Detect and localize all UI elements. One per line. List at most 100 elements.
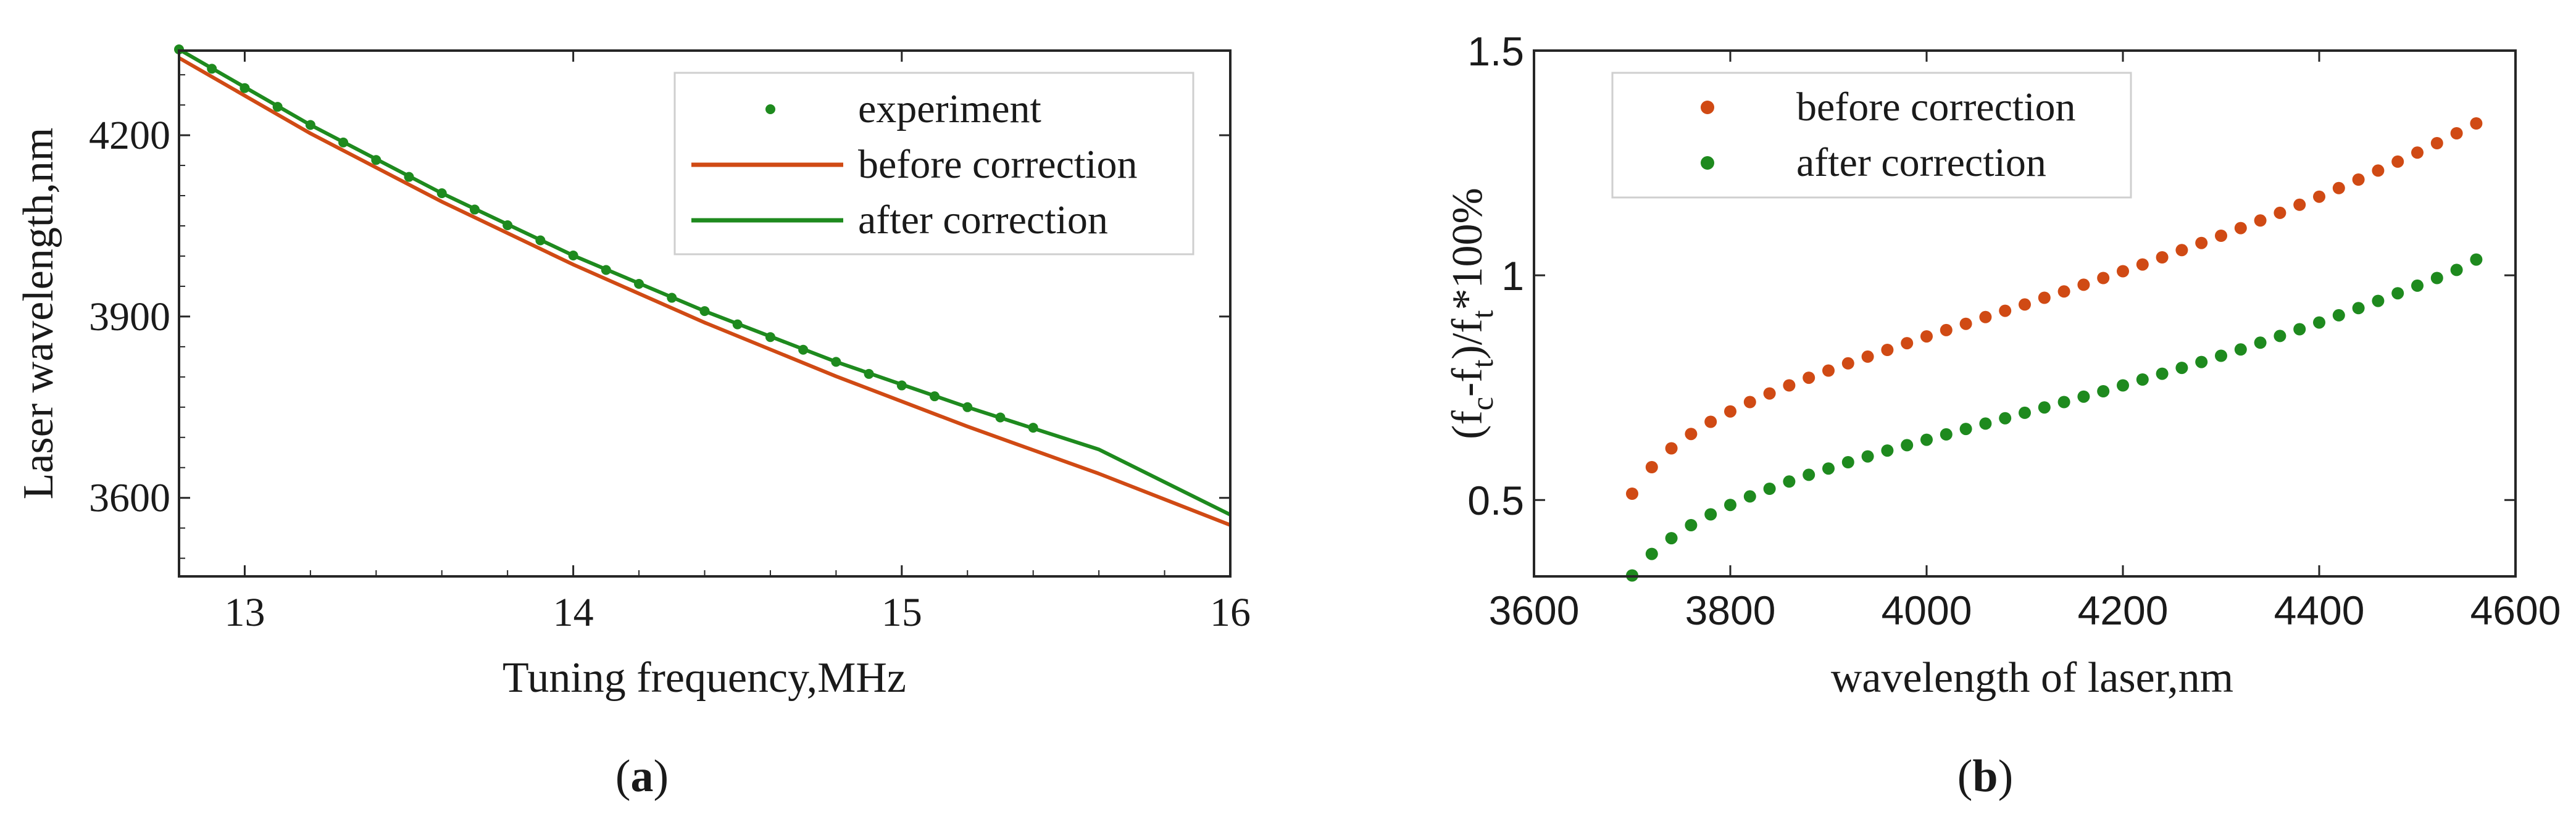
chart-b-point-after-correction <box>1861 450 1874 463</box>
chart-a-xtick-label: 15 <box>882 590 922 635</box>
chart-b-legend: before correction after correction <box>1611 72 2132 199</box>
chart-b-point-before-correction <box>1783 379 1796 392</box>
chart-a-ytick-label: 4200 <box>89 113 170 158</box>
chart-a-experiment-point <box>864 368 874 379</box>
chart-a-experiment-point <box>765 332 775 342</box>
chart-b-point-after-correction <box>2352 302 2365 315</box>
chart-b-point-before-correction <box>2136 258 2149 271</box>
panel-label-a: (a) <box>615 751 669 802</box>
chart-b-point-before-correction <box>2019 298 2031 311</box>
chart-b-point-before-correction <box>1979 310 1992 323</box>
chart-b-point-after-correction <box>1940 428 1953 441</box>
chart-b-point-after-correction <box>1763 483 1776 495</box>
chart-b-point-after-correction <box>1803 468 1815 481</box>
chart-b-xtick-label: 4400 <box>2274 587 2365 633</box>
chart-a-xtick-label: 13 <box>224 590 265 635</box>
chart-a-legend: experiment before correction after corre… <box>673 72 1194 255</box>
chart-b-point-after-correction <box>1881 444 1894 457</box>
legend-b-after-correction-marker <box>1701 156 1714 170</box>
chart-b-point-after-correction <box>1979 417 1992 430</box>
chart-b-point-after-correction <box>1724 499 1736 512</box>
chart-b-point-after-correction <box>1920 433 1933 446</box>
chart-b-point-after-correction <box>2234 343 2247 356</box>
chart-b-point-before-correction <box>1861 350 1874 363</box>
chart-b-xtick-label: 4600 <box>2470 587 2561 633</box>
chart-b-point-after-correction <box>1841 456 1854 468</box>
chart-b-point-before-correction <box>2372 164 2385 177</box>
chart-b-legend-box <box>1611 72 2132 199</box>
chart-b-point-before-correction <box>2097 272 2110 284</box>
chart-b-ytick-label: 1.5 <box>1467 28 1524 74</box>
chart-a-experiment-point <box>831 357 841 367</box>
chart-b-point-after-correction <box>2293 323 2306 336</box>
chart-b-point-before-correction <box>2195 236 2208 249</box>
chart-b-point-before-correction <box>2411 146 2424 159</box>
panel-label-b-letter: b <box>1972 751 1998 802</box>
chart-b-point-before-correction <box>2234 222 2247 235</box>
chart-b-point-after-correction <box>1645 547 1658 560</box>
chart-b-point-before-correction <box>2156 251 2169 264</box>
legend-experiment-label: experiment <box>858 86 1041 131</box>
chart-b-point-after-correction <box>1704 508 1717 521</box>
chart-b-point-before-correction <box>2430 137 2443 149</box>
chart-b-ylabel: (fc-ft)/ft*100% <box>1444 188 1499 439</box>
chart-b-point-before-correction <box>1665 442 1678 455</box>
chart-b-point-after-correction <box>2195 355 2208 368</box>
chart-a-experiment-point <box>634 279 644 289</box>
chart-a-experiment-point <box>240 83 250 93</box>
chart-b-point-before-correction <box>2391 155 2404 168</box>
chart-b-point-after-correction <box>2450 264 2463 276</box>
chart-b-xlabel: wavelength of laser,nm <box>1831 654 2233 702</box>
chart-a-experiment-point <box>798 344 809 355</box>
chart-a-experiment-point <box>535 235 546 246</box>
legend-b-before-correction-marker <box>1701 101 1714 114</box>
legend-b-before-correction-label: before correction <box>1796 85 2076 130</box>
chart-a-experiment-point <box>404 172 414 182</box>
chart-a-experiment-point <box>272 102 283 112</box>
chart-b-point-after-correction <box>1685 519 1698 531</box>
legend-before-correction-label: before correction <box>858 142 1138 187</box>
chart-b-point-after-correction <box>2019 406 2031 419</box>
chart-a-xtick-label: 14 <box>553 590 594 635</box>
chart-b-point-after-correction <box>1959 423 1972 436</box>
chart-a-series <box>174 44 1232 527</box>
chart-a-experiment-point <box>436 188 447 199</box>
chart-b-point-after-correction <box>1901 439 1914 452</box>
chart-b-point-after-correction <box>2332 309 2345 322</box>
chart-b-point-after-correction <box>2136 373 2149 386</box>
chart-b-xtick-label: 4000 <box>1882 587 1972 633</box>
legend-b-after-correction-label: after correction <box>1796 140 2046 185</box>
chart-a-experiment-point <box>896 380 907 391</box>
chart-b-point-after-correction <box>2215 349 2227 362</box>
chart-b-point-after-correction <box>2038 401 2051 414</box>
chart-b-series <box>1626 117 2483 582</box>
chart-a-ylabel: Laser wavelength,nm <box>15 128 62 500</box>
chart-a-experiment-point <box>732 319 743 330</box>
chart-b: 3600 3800 4000 4200 4400 4600 0.5 1 1.5 waveleng… <box>1444 28 2561 802</box>
chart-a-ytick-label: 3600 <box>89 476 170 521</box>
chart-b-point-after-correction <box>2097 385 2110 397</box>
chart-b-point-after-correction <box>2313 316 2325 329</box>
chart-b-point-after-correction <box>2254 336 2267 349</box>
chart-b-point-before-correction <box>2352 173 2365 186</box>
chart-b-point-after-correction <box>2372 294 2385 307</box>
chart-b-point-after-correction <box>2274 330 2286 342</box>
chart-a-experiment-point <box>371 155 381 165</box>
chart-b-ytick-label: 1 <box>1501 253 1524 299</box>
chart-a-ytick-label: 3900 <box>89 294 170 339</box>
chart-b-point-before-correction <box>2077 278 2090 291</box>
chart-b-point-after-correction <box>2391 287 2404 300</box>
chart-b-point-before-correction <box>2215 230 2227 242</box>
chart-b-point-after-correction <box>1665 532 1678 545</box>
chart-a-experiment-point <box>568 250 578 260</box>
chart-a-experiment-point <box>601 265 611 275</box>
chart-a-experiment-point <box>995 412 1006 423</box>
chart-b-point-after-correction <box>2411 279 2424 292</box>
chart-a-experiment-point <box>1028 423 1038 433</box>
chart-b-point-after-correction <box>1783 475 1796 488</box>
chart-b-point-before-correction <box>2293 198 2306 211</box>
panel-label-a-letter: a <box>631 751 654 802</box>
chart-b-point-before-correction <box>1704 415 1717 428</box>
chart-b-point-after-correction <box>2156 367 2169 380</box>
